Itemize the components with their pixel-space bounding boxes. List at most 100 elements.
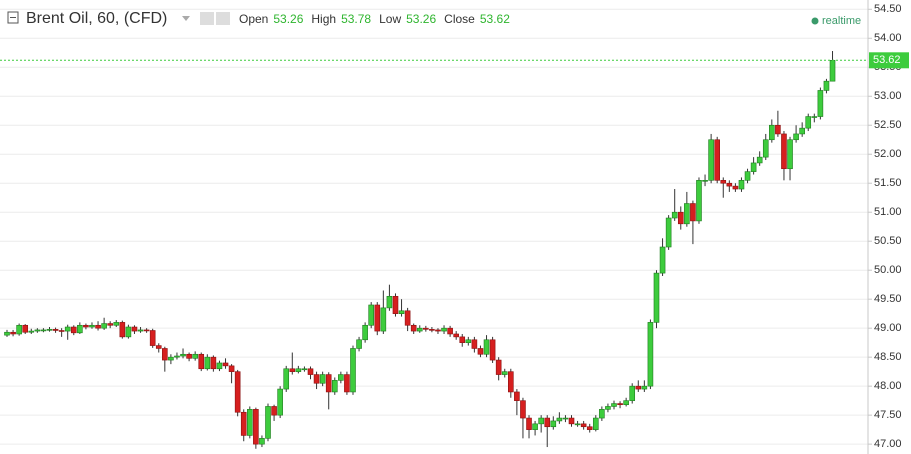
candle-body [107,323,113,326]
candle-body [64,326,71,332]
settings-button[interactable] [216,12,230,25]
candle-body [550,420,557,428]
realtime-label: realtime [822,15,861,27]
candle-body [690,203,696,222]
candle-body [629,385,636,401]
candle-body [441,327,447,332]
candle-body [823,80,830,91]
y-tick-label: 54.50 [874,3,902,15]
candle-body [247,409,253,436]
ohlc-label: Close [444,12,475,26]
ohlc-value: 53.26 [273,12,303,26]
candle-body [538,417,544,425]
candle-body [46,329,53,331]
candle-body [319,374,326,384]
candle-body [580,423,587,428]
y-tick-label: 51.50 [874,177,902,189]
candle-body [647,322,654,387]
y-tick-label: 47.00 [874,438,902,450]
candle-body [386,295,393,309]
candle-body [374,304,381,332]
candle-body [653,272,660,323]
ohlc-label: Low [379,12,401,26]
y-tick-label: 48.00 [874,380,902,392]
candle-body [708,139,714,181]
candle-body [416,327,423,332]
y-tick-label: 47.50 [874,409,902,421]
candle-body [696,180,702,222]
candle-body [174,355,180,358]
candle-body [532,423,538,430]
candle-body [198,353,205,370]
candle-body [544,417,551,428]
candle-body [684,203,690,225]
candle-body [362,324,368,341]
candle-body [350,348,356,393]
candle-body [113,322,120,326]
collapse-button[interactable] [7,11,19,24]
candle-body [344,374,350,393]
candle-body [22,324,29,333]
candle-body [477,348,484,355]
candle-body [592,417,599,430]
candle-body [429,329,435,331]
candle-body [162,348,168,361]
candle-body [738,180,745,190]
candle-body [301,368,308,371]
candle-body [259,438,265,445]
last-price-box [869,52,909,69]
candle-body [155,345,162,349]
candle-body [562,417,569,420]
visibility-button[interactable] [200,12,214,25]
candle-body [453,333,459,338]
candle-body [34,329,41,332]
realtime-dot [811,17,819,25]
candle-body [775,124,781,135]
candle-body [641,385,648,390]
candle-body [125,326,132,338]
candle-body [769,124,775,141]
candle-body [119,322,126,338]
candle-body [714,139,720,181]
candle-body [793,133,799,141]
candle-body [137,329,144,332]
ohlc-value: 53.26 [406,12,436,26]
candle-body [356,339,362,349]
y-tick-label: 48.50 [874,351,902,363]
title-dropdown[interactable] [182,16,190,21]
candle-body [495,359,502,375]
candle-body [556,417,563,422]
candle-body [277,388,283,416]
candle-body [228,365,235,372]
candle-body [702,180,708,182]
candle-body [665,217,672,248]
candle-body [671,211,678,219]
candle-body [271,406,277,416]
y-tick-label: 52.50 [874,119,902,131]
candle-body [40,329,47,332]
candle-body [52,329,59,331]
candle-body [483,339,490,355]
candle-body [465,339,472,343]
candle-body [762,139,769,158]
candle-body [89,324,95,328]
candle-body [131,326,138,332]
candle-body [750,162,757,172]
y-tick-label: 51.00 [874,206,902,218]
candle-body [338,374,344,381]
candle-body [787,139,793,170]
candle-body [635,385,642,390]
candle-body [204,356,211,370]
candle-body [781,133,787,170]
candle-body [520,400,526,419]
candle-body [489,339,496,361]
chart-title: Brent Oil, 60, (CFD) [26,10,167,27]
candle-body [404,310,411,326]
candle-body [10,331,16,335]
last-price-label: 53.62 [873,54,901,66]
candle-body [16,324,22,335]
candle-body [659,246,666,274]
candle-body [265,406,271,439]
candle-body [216,362,223,370]
